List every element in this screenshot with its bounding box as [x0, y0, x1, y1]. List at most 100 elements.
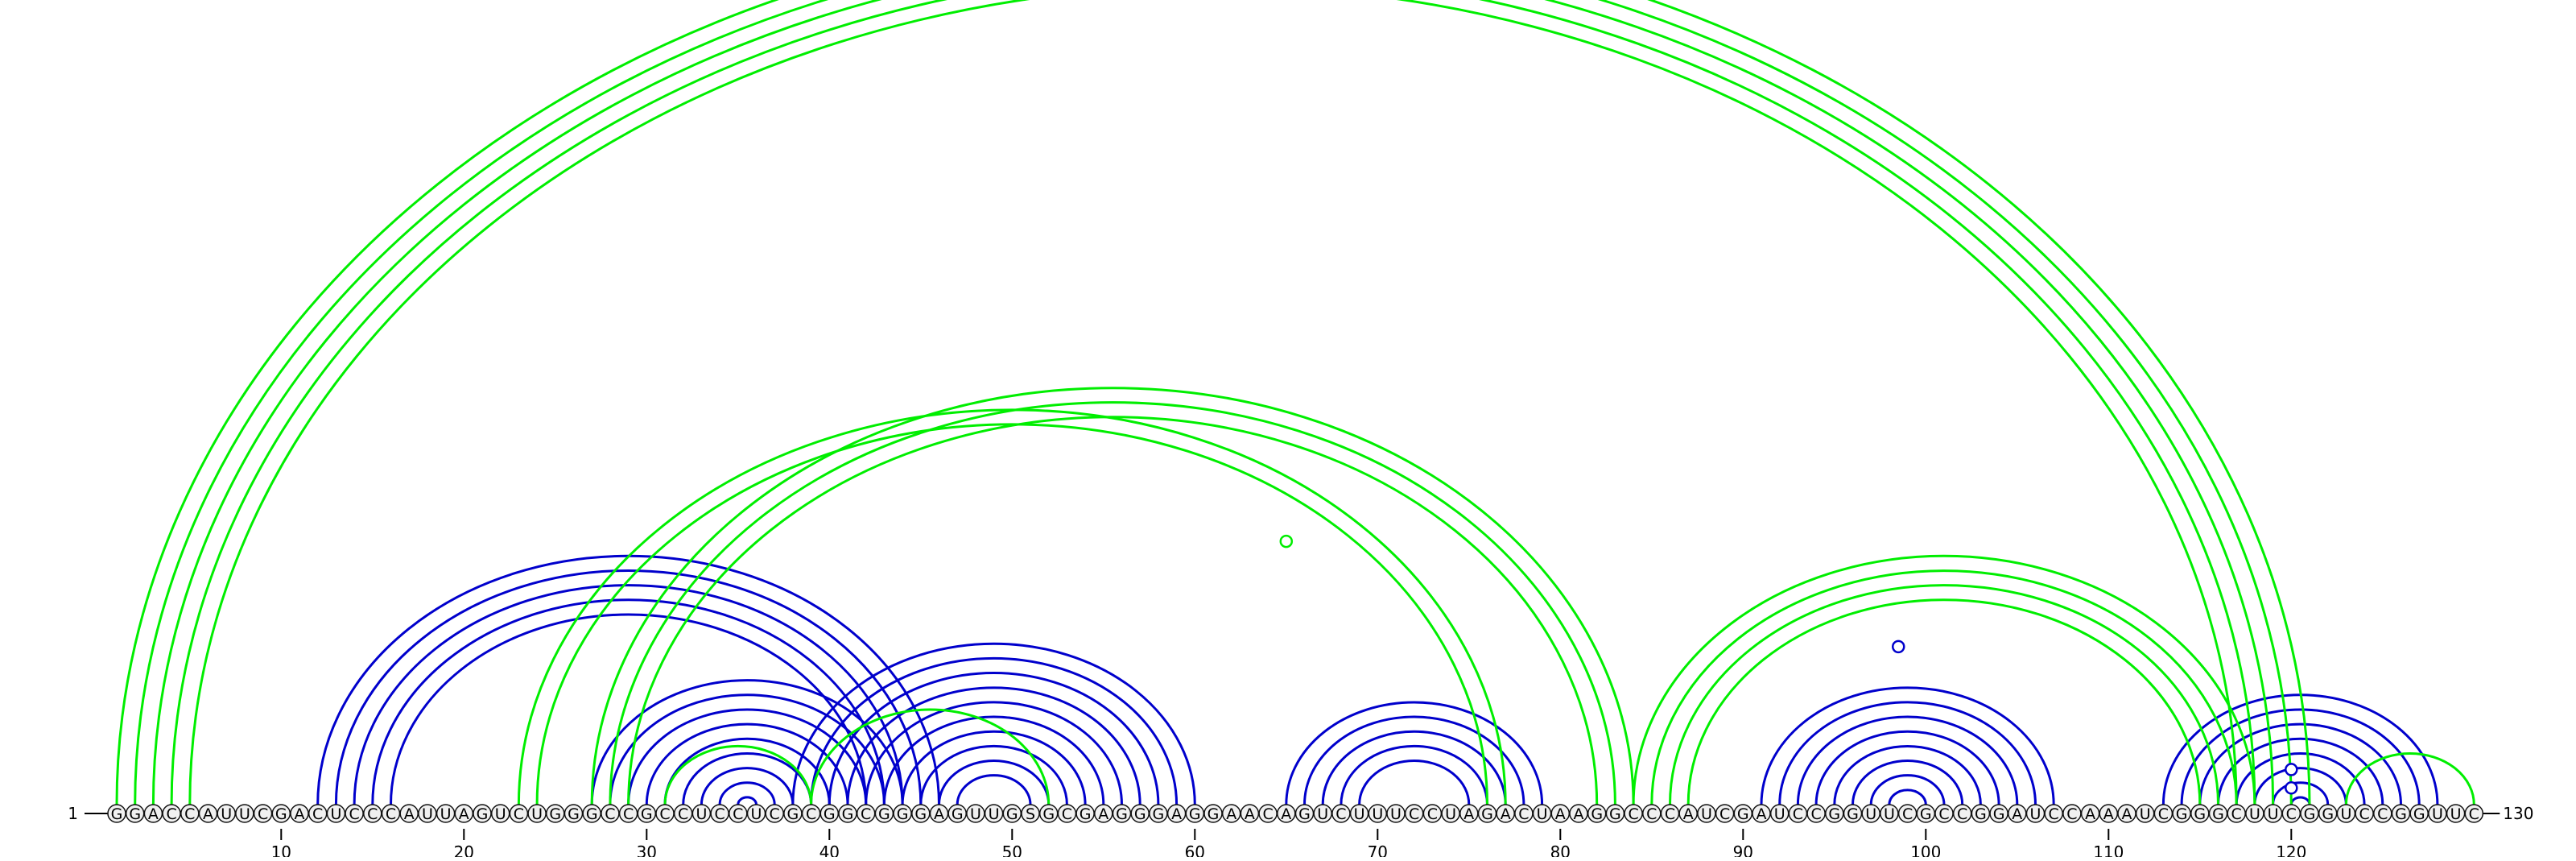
nucleotide-letter: G [1042, 805, 1055, 823]
nucleotide-letter: A [1555, 805, 1566, 823]
nucleotide: C [1422, 804, 1443, 823]
tick-label: 10 [271, 842, 291, 857]
nucleotide: G [2172, 804, 2191, 823]
sequence-end-label: 130 [2503, 804, 2533, 823]
nucleotide: A [1240, 804, 1260, 823]
nucleotide-letter: U [1445, 805, 1456, 823]
nucleotide-letter: C [1518, 805, 1529, 823]
nucleotide-letter: U [1884, 805, 1895, 823]
nucleotide: C [618, 804, 638, 823]
base-pair-arc-green [627, 416, 1599, 805]
nucleotide-letter: U [1774, 805, 1785, 823]
base-pair-arc-blue [2253, 767, 2347, 805]
nucleotide-letter: C [2066, 805, 2077, 823]
base-pair-arc-blue [334, 569, 923, 805]
nucleotide-letter: G [129, 805, 141, 823]
nucleotide: C [673, 804, 693, 823]
nucleotide: G [2190, 804, 2210, 823]
position-tick: 70 [1368, 829, 1388, 861]
nucleotide: G [1149, 804, 1168, 823]
nucleotide-letter: C [659, 805, 670, 823]
nucleotide: G [838, 804, 857, 823]
nucleotide: U [2336, 804, 2356, 823]
nucleotide-letter: U [531, 805, 543, 823]
nucleotide: U [2245, 804, 2264, 823]
base-pair-arc-blue [2272, 781, 2330, 805]
nucleotide-letter: A [295, 805, 305, 823]
nucleotide: U [1697, 804, 1716, 823]
nucleotide-letter: A [2085, 805, 2095, 823]
base-pair-arc-blue [737, 796, 758, 805]
nucleotide: A [1678, 804, 1698, 823]
tick-label: 110 [2093, 842, 2124, 857]
nucleotide: A [198, 804, 218, 823]
tick-label: 80 [1550, 842, 1571, 857]
nucleotide-letter: U [422, 805, 433, 823]
nucleotide: C [1258, 804, 1278, 823]
base-pair-arc-green [1669, 584, 2219, 805]
tick-label: 40 [819, 842, 840, 857]
nucleotide: A [2099, 804, 2119, 823]
nucleotide: G [2300, 804, 2319, 823]
base-pair-arc-blue [1778, 701, 2037, 805]
base-pair-arc-blue [1852, 760, 1964, 805]
base-pair-arc-green [151, 0, 2275, 805]
base-pair-arc-blue [1340, 744, 1488, 805]
base-pair-arc-blue [590, 679, 904, 805]
base-pair-arc-green [590, 386, 1635, 805]
nucleotide: G [2409, 804, 2429, 823]
nucleotide: G [637, 804, 657, 823]
nucleotide-letter: U [1537, 805, 1548, 823]
base-pair-arc-blue [1303, 715, 1525, 805]
base-pair-arc-green [170, 0, 2256, 805]
nucleotide: A [1496, 804, 1515, 823]
nucleotide-letter: C [1427, 805, 1438, 823]
nucleotide: U [1441, 804, 1460, 823]
base-pair-arc-blue [956, 774, 1032, 805]
nucleotide-letter: U [696, 805, 707, 823]
base-pair-arc-blue [700, 767, 795, 805]
nucleotide: G [582, 804, 601, 823]
nucleotide-letter: G [952, 805, 964, 823]
nucleotide: C [180, 804, 200, 823]
nucleotide-letter: G [1847, 805, 1859, 823]
nucleotide-letter: C [1665, 805, 1675, 823]
nucleotide-letter: U [495, 805, 506, 823]
nucleotide-letter: U [751, 805, 762, 823]
base-pair-arc-blue [316, 554, 940, 805]
nucleotide: C [2373, 804, 2392, 823]
nucleotide-letter: G [549, 805, 561, 823]
nucleotide: C [381, 804, 401, 823]
nucleotide-letter: G [1591, 805, 1603, 823]
nucleotide: C [2281, 804, 2301, 823]
tick-label: 70 [1368, 842, 1388, 857]
tick-label: 30 [637, 842, 657, 857]
nucleotide: A [1550, 804, 1571, 823]
nucleotide-letter: C [2158, 805, 2169, 823]
nucleotide-letter: U [970, 805, 981, 823]
nucleotide-letter: C [1810, 805, 1821, 823]
nucleotide: U [1769, 804, 1790, 823]
nucleotide: G [2208, 804, 2228, 823]
arc-marker-circle [2285, 763, 2298, 776]
base-pair-arc-blue [901, 730, 1087, 805]
nucleotide: G [783, 804, 803, 823]
base-pair-arc-blue [1814, 730, 2000, 805]
base-pair-arc-green [663, 744, 813, 805]
base-pair-arc-blue [1796, 715, 2019, 805]
nucleotide: U [418, 804, 437, 823]
nucleotide: U [527, 804, 547, 823]
nucleotide: G [2391, 804, 2411, 823]
nucleotide: G [1843, 804, 1863, 823]
nucleotide-letter: S [1026, 805, 1035, 823]
nucleotide-letter: G [1975, 805, 1987, 823]
base-pair-arc-blue [390, 613, 868, 805]
base-pair-arc-blue [938, 760, 1051, 805]
nucleotide-letter: C [312, 805, 323, 823]
nucleotide-letter: G [2322, 805, 2334, 823]
nucleotide: U [966, 804, 985, 823]
nucleotide-letter: U [2340, 805, 2351, 823]
